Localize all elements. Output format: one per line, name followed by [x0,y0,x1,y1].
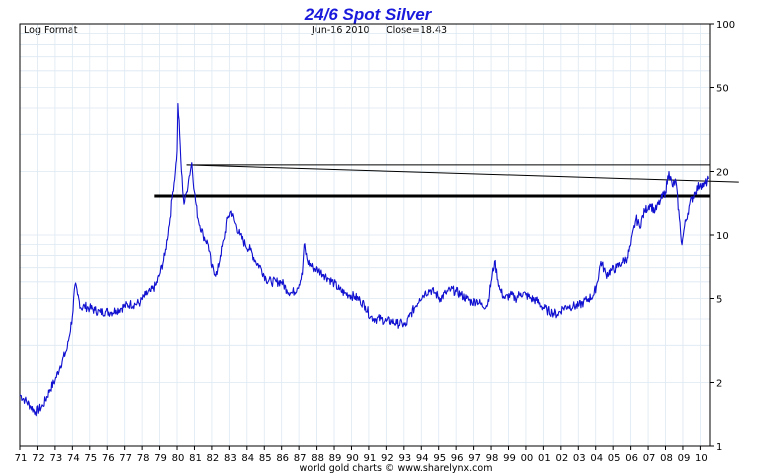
y-tick-label: 50 [716,84,729,95]
x-tick-label: 75 [84,453,97,464]
grid-layer [19,24,710,446]
x-tick-label: 88 [311,453,324,464]
x-tick-label: 82 [207,453,220,464]
x-tick-label: 78 [137,453,150,464]
x-tick-label: 05 [608,453,621,464]
x-tick-label: 74 [67,453,80,464]
y-tick-label: 20 [716,167,729,178]
x-tick-label: 96 [451,453,464,464]
y-tick-label: 100 [716,20,735,31]
x-tick-label: 03 [573,453,586,464]
y-tick-label: 2 [716,378,722,389]
trendline-layer [154,164,739,198]
x-tick-label: 71 [15,453,28,464]
silver-price-line [19,102,709,417]
close-label: Close=18.43 [386,25,447,36]
x-tick-label: 00 [521,453,534,464]
x-tick-label: 77 [119,453,132,464]
scale-label: Log Format [24,25,78,36]
series-layer [19,102,709,417]
y-tick-label: 1 [716,442,722,453]
x-tick-label: 04 [590,453,603,464]
x-axis-ticks: 71 72 73 74 75 76 77 78 79 80 81 82 83 84 85 86 87 88 89 90… [15,446,708,464]
chart-title: 24/6 Spot Silver [304,5,433,24]
x-tick-label: 73 [50,453,63,464]
y-tick-label: 10 [716,231,729,242]
x-tick-label: 94 [416,453,429,464]
x-tick-label: 08 [660,453,673,464]
trendline-resistance-sloped [186,164,739,183]
x-tick-label: 97 [468,453,481,464]
x-tick-label: 02 [555,453,568,464]
x-tick-label: 91 [364,453,377,464]
footer-credit: world gold charts © www.sharelynx.com [300,463,493,474]
x-tick-label: 85 [259,453,272,464]
x-tick-label: 81 [189,453,202,464]
y-tick-label: 5 [716,295,722,306]
x-tick-label: 86 [276,453,289,464]
x-tick-label: 06 [625,453,638,464]
x-tick-label: 09 [678,453,691,464]
x-tick-label: 01 [538,453,551,464]
x-tick-label: 95 [433,453,446,464]
x-tick-label: 92 [381,453,394,464]
x-tick-label: 87 [294,453,307,464]
x-tick-label: 83 [224,453,237,464]
y-axis-ticks: 1 2 5 10 20 50 100 [710,20,735,453]
x-tick-label: 07 [643,453,656,464]
x-tick-label: 79 [154,453,167,464]
x-tick-label: 93 [398,453,411,464]
x-tick-label: 84 [241,453,254,464]
x-tick-label: 76 [102,453,115,464]
x-tick-label: 80 [172,453,185,464]
x-tick-label: 89 [329,453,342,464]
x-tick-label: 90 [346,453,359,464]
x-tick-label: 72 [32,453,45,464]
x-tick-label: 98 [486,453,499,464]
x-tick-label: 99 [503,453,516,464]
date-label: Jun-16 2010 [311,25,370,36]
x-tick-label: 10 [695,453,708,464]
